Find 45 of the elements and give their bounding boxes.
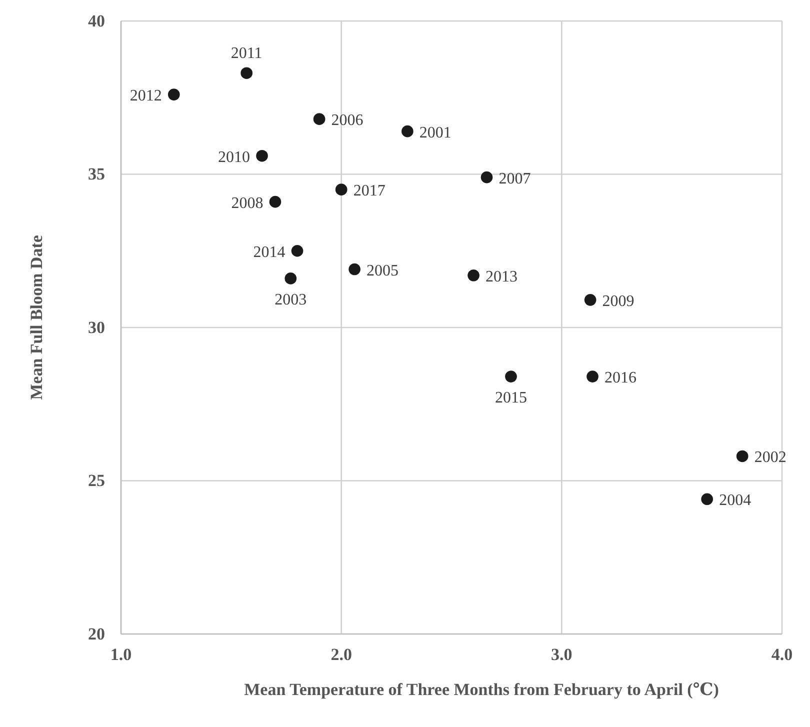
- annotation: 2016: [604, 370, 637, 387]
- point: [584, 294, 596, 306]
- annotation: 2005: [366, 262, 399, 280]
- point: [269, 196, 282, 208]
- point: [505, 370, 517, 382]
- point: [284, 272, 297, 284]
- y-tick-label: 40: [88, 11, 105, 30]
- point: [168, 88, 180, 100]
- x-tick-label: 1.0: [110, 645, 132, 664]
- annotation: 2002: [754, 449, 786, 466]
- annotation: 2013: [486, 268, 518, 286]
- point: [291, 244, 304, 257]
- annotation: 2006: [331, 112, 364, 130]
- x-tick-label: 2.0: [330, 645, 352, 664]
- x-tick-label: 3.0: [551, 645, 572, 664]
- point: [480, 171, 493, 184]
- point: [313, 113, 326, 125]
- y-axis-title: Mean Full Bloom Date: [27, 234, 46, 400]
- y-tick-label: 20: [88, 624, 105, 644]
- point: [240, 67, 253, 80]
- x-tick-label: 4.0: [771, 645, 793, 664]
- annotation: 2004: [719, 492, 752, 510]
- point: [348, 263, 360, 276]
- annotation: 2012: [130, 88, 162, 105]
- point: [736, 450, 748, 462]
- annotation: 2014: [253, 244, 286, 261]
- point: [256, 150, 268, 162]
- annotation: 2001: [419, 124, 452, 142]
- annotation: 2017: [353, 182, 386, 200]
- annotation: 2011: [230, 45, 262, 62]
- x-axis-title: Mean Temperature of Three Months from February to April (℃): [244, 680, 719, 699]
- point: [586, 370, 598, 382]
- annotation: 2010: [218, 148, 250, 166]
- annotation: 2015: [494, 390, 527, 407]
- point: [468, 269, 480, 282]
- y-tick-label: 35: [88, 164, 105, 184]
- annotation: 2009: [602, 292, 634, 310]
- annotation: 2008: [231, 194, 264, 212]
- y-tick-label: 30: [88, 318, 105, 337]
- point: [701, 493, 714, 506]
- annotation: 2003: [274, 291, 307, 308]
- point: [335, 184, 348, 196]
- annotation: 2007: [498, 170, 531, 188]
- point: [402, 125, 414, 138]
- y-tick-label: 25: [88, 471, 105, 490]
